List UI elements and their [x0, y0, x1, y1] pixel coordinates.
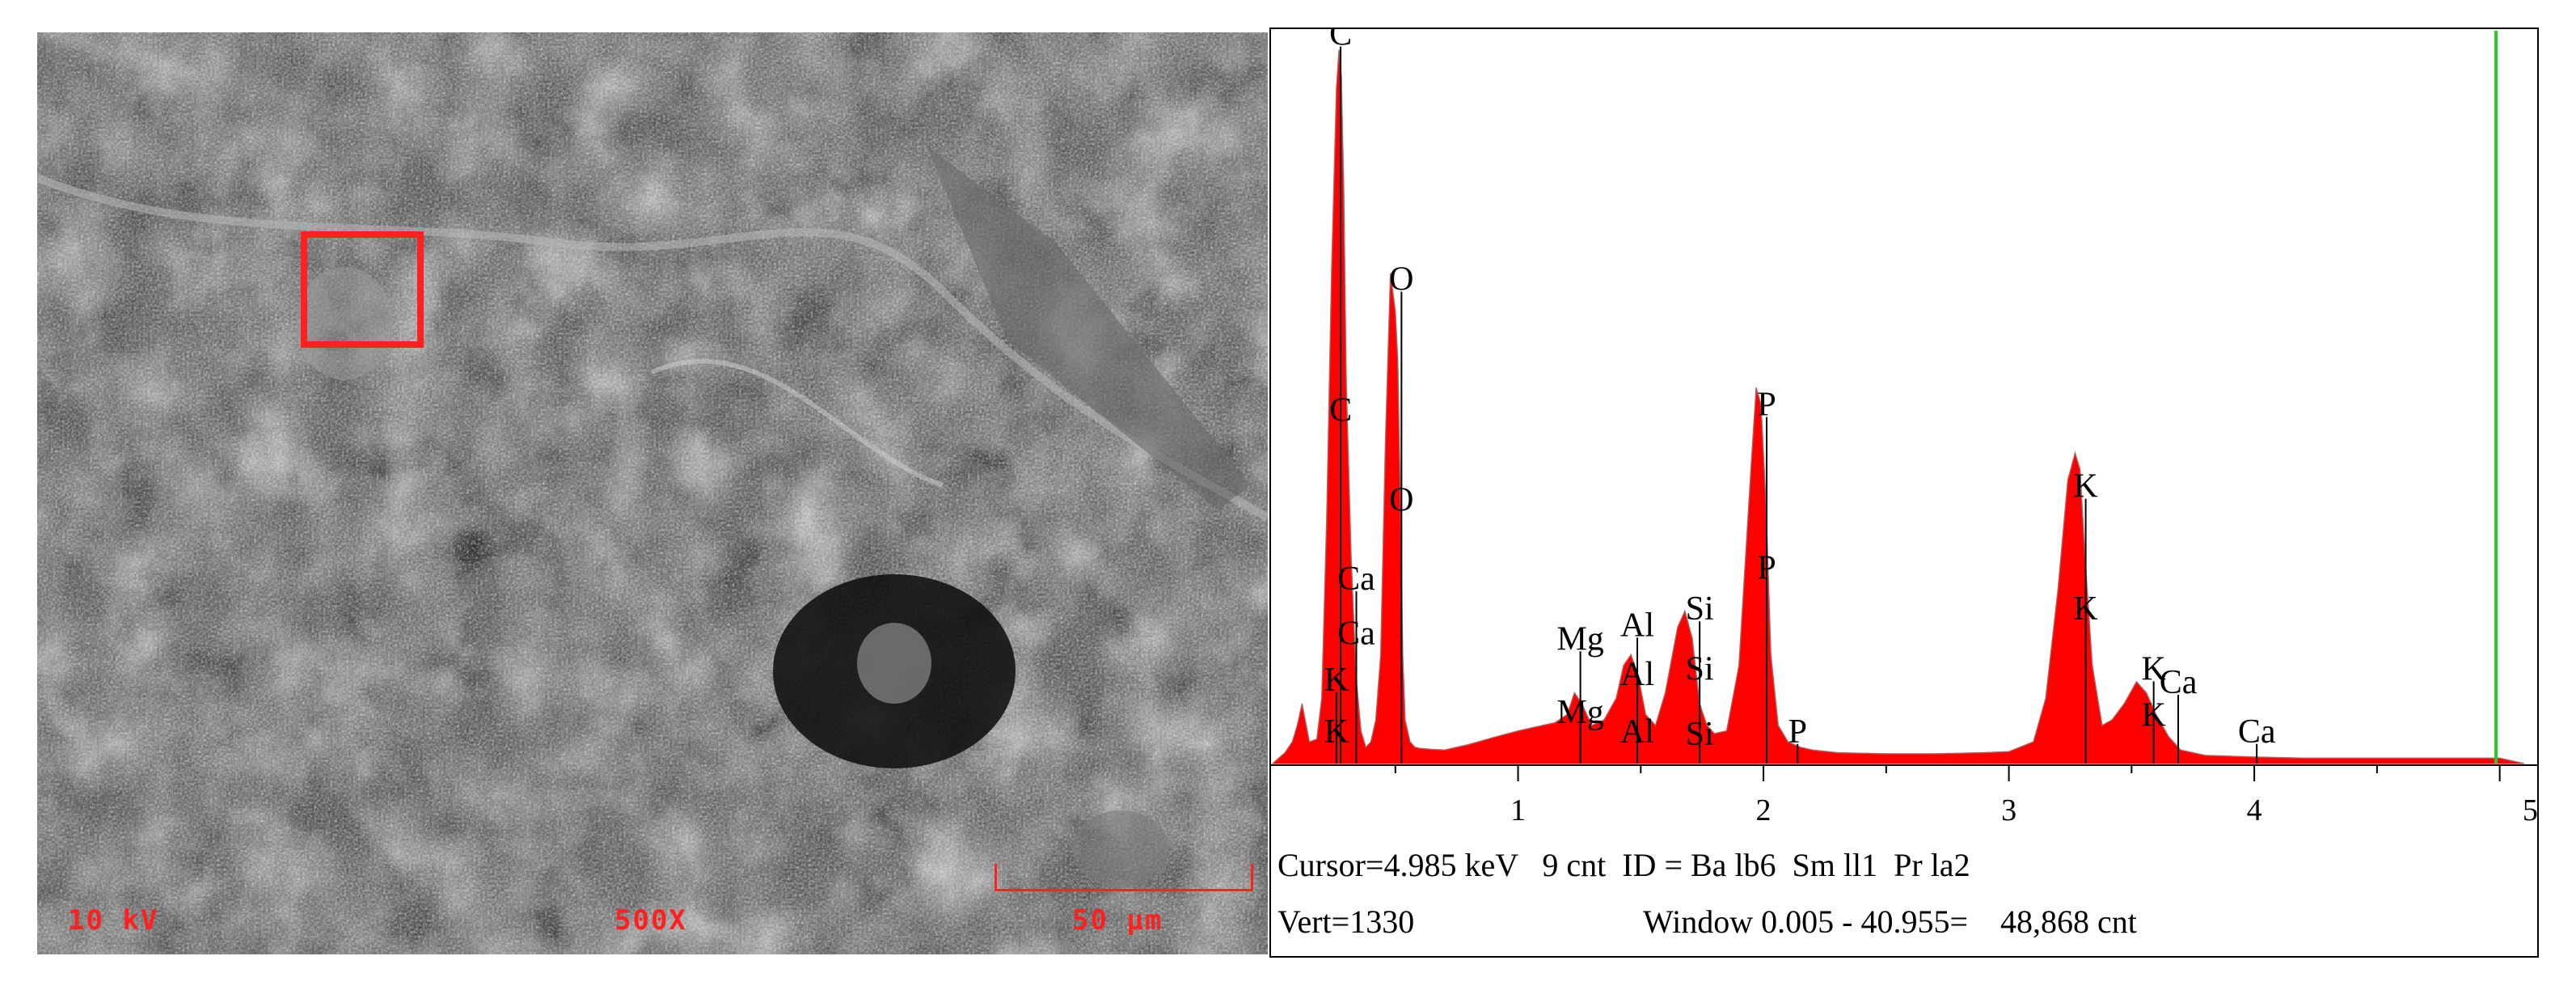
peak-label-5: Ca [1337, 616, 1375, 653]
peak-label-16: P [1757, 387, 1776, 424]
peak-label-23: Ca [2160, 664, 2198, 701]
cursor-readout: Cursor=4.985 keV 9 cnt ID = Ba lb6 Sm ll… [1277, 847, 1970, 883]
peak-label-6: K [1324, 662, 1349, 699]
vertical-scale-readout: Vert=1330 [1277, 903, 1415, 940]
peak-label-12: Al [1620, 713, 1654, 751]
x-tick-label-0: 1 [1510, 793, 1526, 827]
eds-spectrum-panel: C C O O Ca Ca K K Mg Mg Al Al Al Si Si Si P P P K K K K Ca Ca 1 2 3… [1269, 28, 2539, 958]
magnification-label: 500X [614, 904, 687, 937]
peak-label-22: K [2141, 697, 2165, 734]
peak-label-20: K [2073, 590, 2097, 628]
voltage-label: 10 kV [68, 904, 159, 937]
spectrum-fill-0 [1271, 49, 2525, 764]
peak-label-8: Mg [1556, 620, 1603, 658]
scale-label: 50 μm [1072, 904, 1163, 937]
sem-texture [37, 32, 1268, 954]
highlight-box [301, 231, 424, 348]
peak-label-4: Ca [1337, 561, 1375, 598]
peak-label-21: K [2141, 650, 2165, 688]
peak-label-10: Al [1620, 607, 1654, 644]
peak-label-13: Si [1686, 590, 1714, 628]
peak-label-3: O [1389, 481, 1413, 518]
peak-label-11: Al [1620, 656, 1654, 693]
peak-label-17: P [1757, 550, 1776, 587]
window-readout: Window 0.005 - 40.955= 48,868 cnt [1643, 903, 2137, 940]
peak-label-9: Mg [1556, 694, 1603, 731]
scale-bar [995, 864, 1253, 891]
peak-label-0: C [1329, 29, 1352, 53]
x-tick-label-1: 2 [1756, 793, 1772, 827]
spectrum-outline-0 [1272, 49, 2525, 764]
peak-label-2: O [1389, 261, 1413, 298]
sem-micrograph: 10 kV 500X 50 μm [37, 32, 1268, 954]
x-tick-label-3: 4 [2247, 793, 2262, 827]
peak-label-7: K [1324, 713, 1349, 751]
x-tick-label-2: 3 [2001, 793, 2016, 827]
peak-label-14: Si [1686, 650, 1714, 688]
peak-label-15: Si [1686, 716, 1714, 753]
peak-label-18: P [1788, 713, 1807, 751]
peak-label-24: Ca [2238, 713, 2276, 751]
x-tick-label-4: 5 keV [2523, 793, 2537, 827]
peak-label-19: K [2073, 468, 2097, 506]
peak-label-1: C [1329, 391, 1352, 429]
